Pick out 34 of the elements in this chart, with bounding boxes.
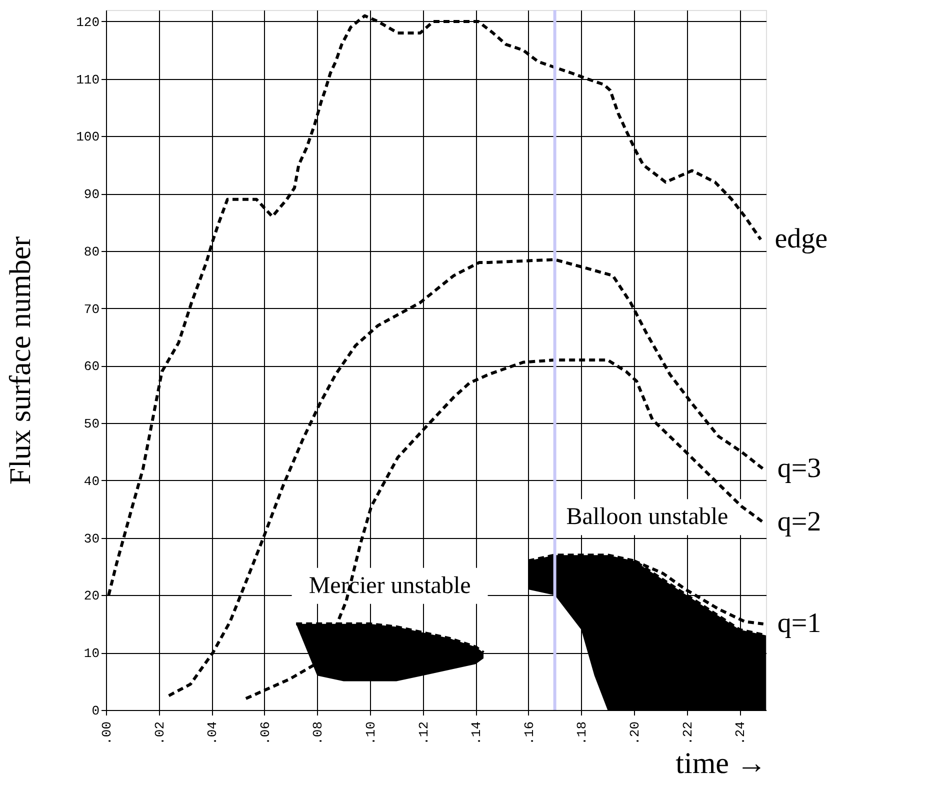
x-tick-label: .06 [258,722,273,745]
x-tick-label: .04 [205,721,220,745]
y-tick-label: 40 [84,474,100,489]
x-axis-title: time → [676,746,766,780]
y-tick-label: 70 [84,302,100,317]
x-tick-label: .12 [416,722,432,745]
y-tick-label: 10 [84,646,100,662]
x-tick-label: .24 [733,721,748,745]
series-label: q=3 [777,453,822,484]
series-label: edge [774,224,828,255]
series-label: q=1 [777,608,822,639]
x-tick-label: .22 [680,722,696,745]
x-tick-label: .16 [522,722,537,745]
y-tick-label: 60 [84,359,100,374]
x-tick-label: .02 [152,722,168,745]
y-tick-label: 110 [76,72,100,88]
x-tick-label: .08 [310,722,326,745]
x-tick-label: .20 [628,722,642,745]
y-tick-label: 30 [84,531,100,546]
x-tick-label: .00 [100,722,114,745]
x-tick-label: .18 [574,722,590,745]
annotation: Balloon unstable [566,504,728,530]
y-tick-label: 50 [84,416,100,432]
y-tick-label: 80 [84,244,100,260]
y-tick-label: 90 [84,187,100,202]
x-tick-label: .14 [469,721,484,745]
y-axis-title: Flux surface number [4,236,38,485]
y-tick-label: 20 [84,588,100,604]
y-tick-label: 0 [92,704,100,718]
annotation: Mercier unstable [308,572,471,599]
y-tick-label: 120 [76,14,100,30]
series-label: q=2 [777,506,822,538]
x-tick-label: .10 [364,722,378,745]
y-tick-label: 100 [76,130,100,145]
